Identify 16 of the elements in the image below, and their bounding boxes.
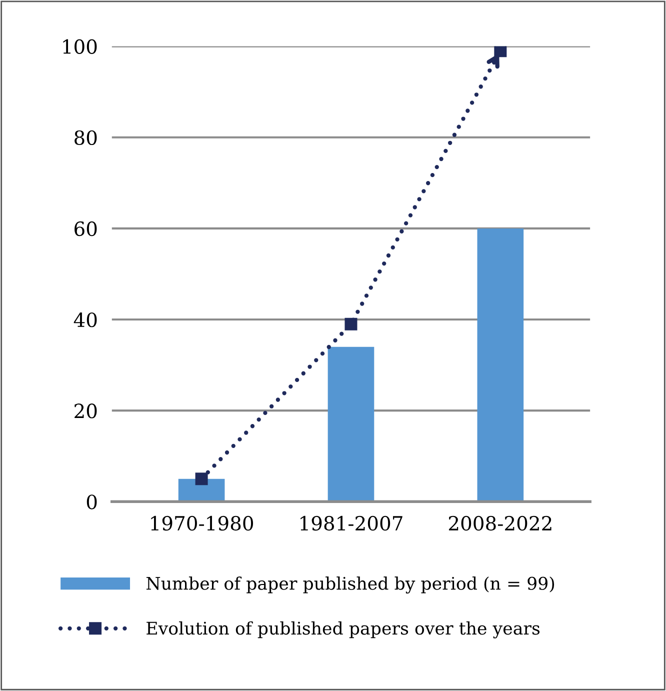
point <box>195 472 208 486</box>
y-tick-label: 40 <box>74 312 97 328</box>
legend-label: Number of paper published by period (n = 99) <box>146 576 554 594</box>
x-tick-label: 1981-2007 <box>300 516 402 531</box>
x-tick-label: 1970-1980 <box>151 516 254 531</box>
point <box>494 46 507 58</box>
y-tick-label: 0 <box>86 494 97 510</box>
y-tick-label: 60 <box>74 221 97 236</box>
bar <box>328 346 374 502</box>
bar <box>477 228 524 502</box>
legend-label: Evolution of published papers over the years <box>146 621 540 638</box>
x-tick-label: 2008-2022 <box>448 516 552 531</box>
point <box>344 318 358 330</box>
y-tick-label: 20 <box>74 404 97 418</box>
y-tick-label: 100 <box>63 39 97 54</box>
y-tick-label: 80 <box>74 130 97 146</box>
